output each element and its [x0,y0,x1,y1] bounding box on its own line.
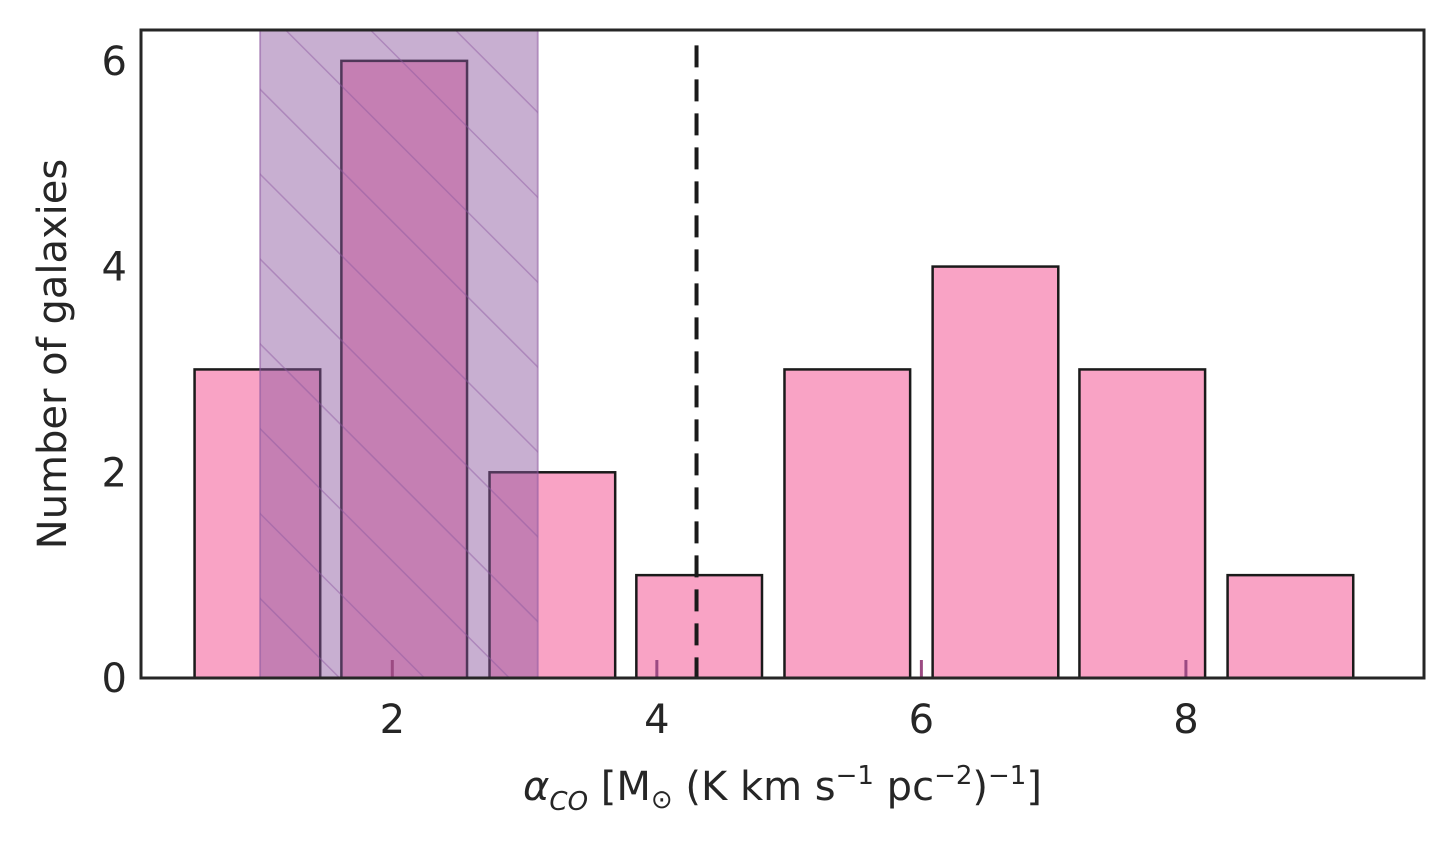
histogram-bar-6 [931,265,1060,680]
y-tick-label-0: 0 [102,656,127,702]
shaded-band-group [259,30,539,678]
x-axis-label-exp1: −1 [836,761,874,791]
y-tick-label-4: 4 [102,245,127,291]
x-axis-label-mid2: pc [874,764,934,810]
x-tick-labels: 2 4 6 8 [380,697,1199,743]
x-axis-label-close2: ] [1026,764,1042,810]
x-axis-label-mid1: (K km s [673,764,836,810]
shaded-band-hatch [259,30,539,678]
histogram-bar-8 [1226,573,1355,680]
x-axis-label-exp3: −1 [988,761,1026,791]
histogram-bar-5 [783,368,912,680]
x-axis-label: αCO [M⊙ (K km s−1 pc−2)−1] [523,761,1042,817]
x-tick-label-8: 8 [1173,697,1198,743]
y-axis-label: Number of galaxies [30,159,76,549]
x-axis-label-sub: CO [549,787,588,817]
x-axis-label-open: [M [588,764,651,810]
y-tick-label-6: 6 [102,39,127,85]
x-axis-label-sun: ⊙ [651,785,673,815]
ticks-group [390,660,1188,678]
x-axis-label-alpha: α [523,764,549,810]
y-tick-labels: 0 2 4 6 [102,39,127,702]
histogram-bar-7 [1078,368,1207,680]
x-axis-label-close1: ) [972,764,988,810]
x-tick-label-4: 4 [644,697,669,743]
y-tick-label-2: 2 [102,450,127,496]
plot-frame [139,28,1426,680]
x-axis-label-exp2: −2 [934,761,972,791]
x-tick-label-2: 2 [380,697,405,743]
histogram-bar-4 [635,573,764,680]
x-tick-label-6: 6 [909,697,934,743]
